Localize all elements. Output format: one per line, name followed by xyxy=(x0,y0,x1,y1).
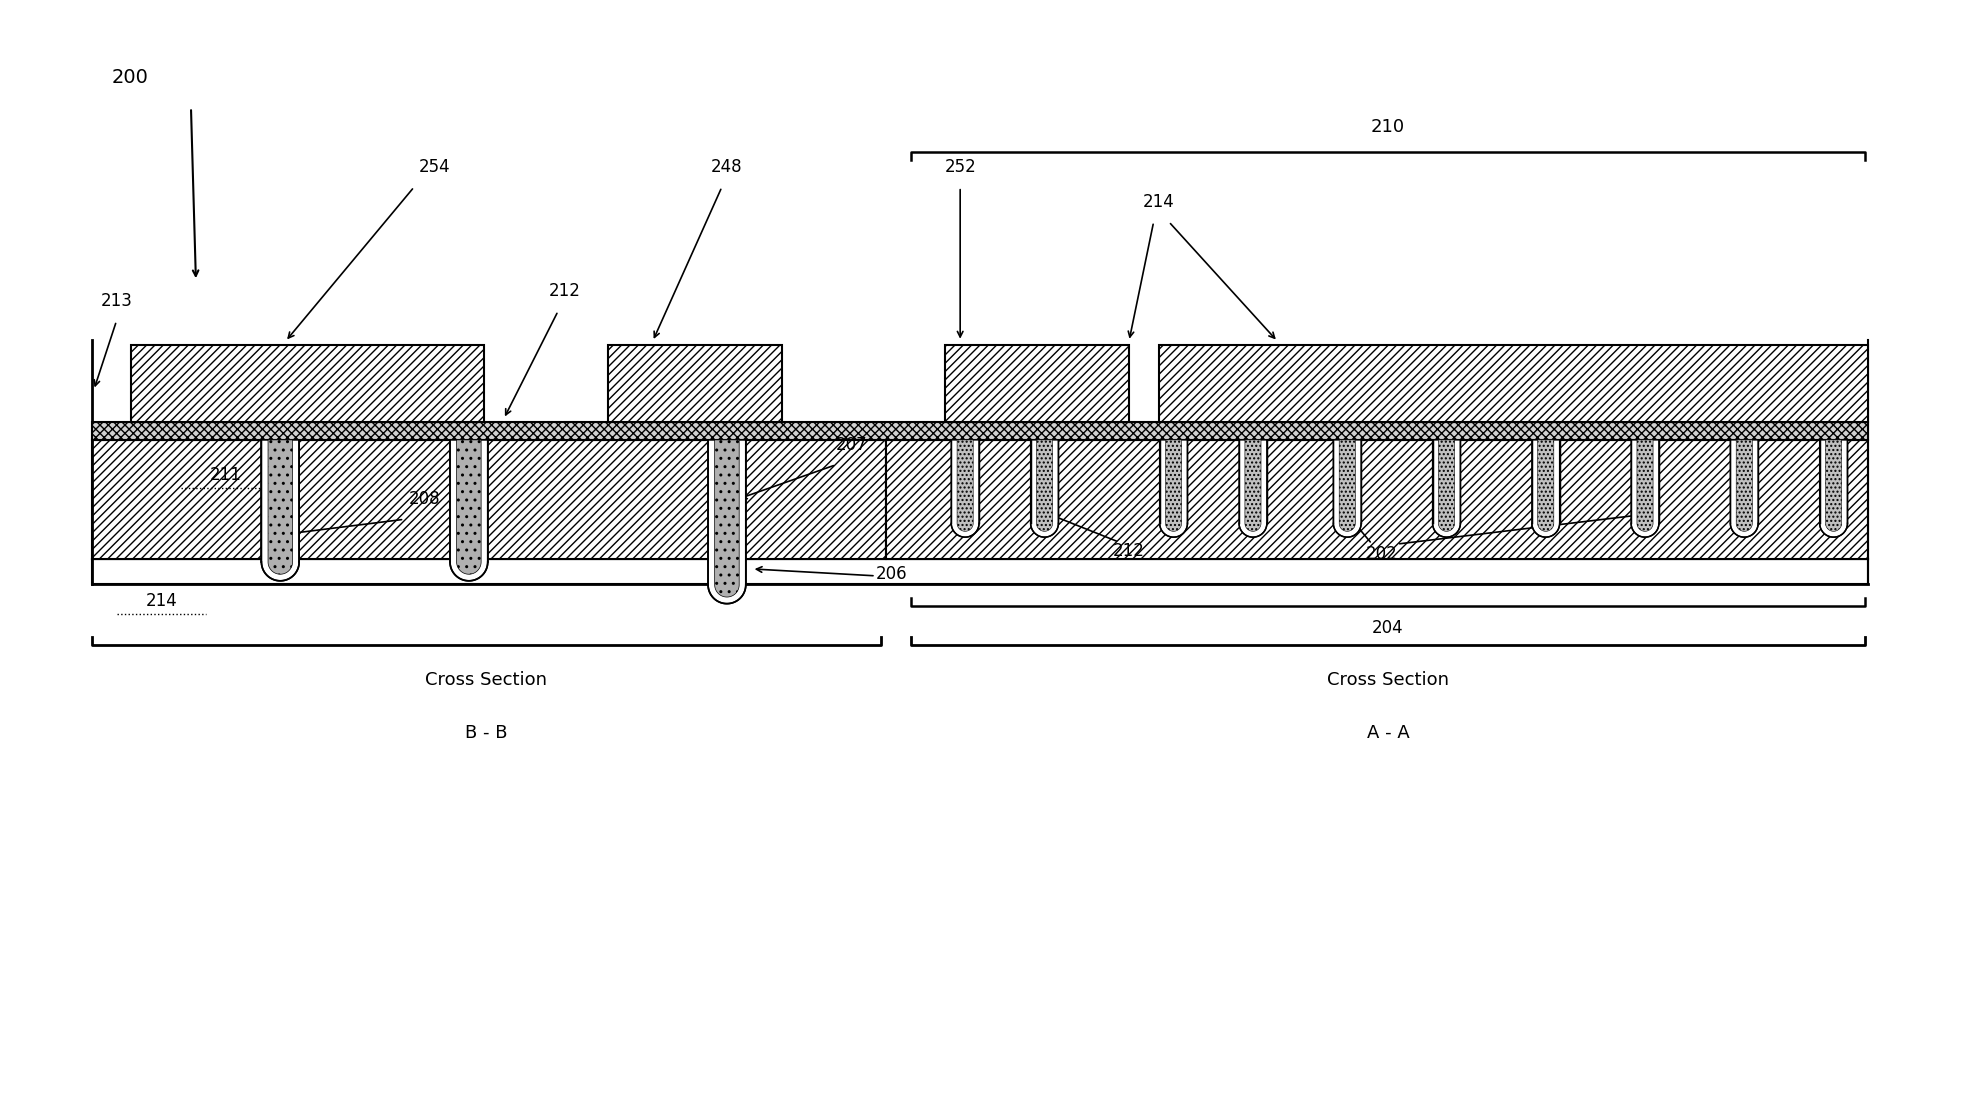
Polygon shape xyxy=(1165,440,1180,531)
Text: 208: 208 xyxy=(409,490,440,508)
Text: 202: 202 xyxy=(1365,545,1396,563)
Text: 213: 213 xyxy=(100,292,132,310)
Bar xyxy=(92,422,1868,440)
Text: 200: 200 xyxy=(112,68,149,87)
Text: 248: 248 xyxy=(711,158,742,176)
Polygon shape xyxy=(1736,440,1752,531)
Text: A - A: A - A xyxy=(1365,724,1408,742)
Polygon shape xyxy=(267,440,293,574)
Polygon shape xyxy=(1730,440,1758,537)
Text: B - B: B - B xyxy=(465,724,507,742)
Polygon shape xyxy=(1035,440,1053,531)
Polygon shape xyxy=(956,440,972,531)
Polygon shape xyxy=(1029,440,1059,537)
Bar xyxy=(945,344,1129,422)
Polygon shape xyxy=(1432,440,1459,537)
Polygon shape xyxy=(1245,440,1261,531)
Text: Cross Section: Cross Section xyxy=(424,671,546,690)
Bar xyxy=(92,440,886,559)
Polygon shape xyxy=(1339,440,1355,531)
Polygon shape xyxy=(450,440,487,580)
Bar xyxy=(607,344,782,422)
Polygon shape xyxy=(1819,440,1846,537)
Text: 206: 206 xyxy=(876,565,907,583)
Polygon shape xyxy=(1159,440,1186,537)
Polygon shape xyxy=(456,440,481,574)
Bar xyxy=(132,344,483,422)
Text: 252: 252 xyxy=(945,158,976,176)
Polygon shape xyxy=(951,440,978,537)
Bar xyxy=(886,440,1868,559)
Text: 210: 210 xyxy=(1371,118,1404,136)
Polygon shape xyxy=(1636,440,1652,531)
Polygon shape xyxy=(1825,440,1840,531)
Text: 254: 254 xyxy=(418,158,450,176)
Text: 212: 212 xyxy=(548,282,579,300)
Polygon shape xyxy=(1438,440,1453,531)
Polygon shape xyxy=(1532,440,1559,537)
Polygon shape xyxy=(1239,440,1267,537)
Text: 212: 212 xyxy=(1112,543,1145,560)
Bar xyxy=(92,559,1868,584)
Polygon shape xyxy=(261,440,299,580)
Polygon shape xyxy=(707,440,746,604)
Polygon shape xyxy=(1334,440,1361,537)
Polygon shape xyxy=(1538,440,1554,531)
Text: 214: 214 xyxy=(1143,193,1174,211)
Text: Cross Section: Cross Section xyxy=(1326,671,1447,690)
Text: 211: 211 xyxy=(210,466,242,483)
Text: 207: 207 xyxy=(835,436,868,453)
Bar xyxy=(1159,344,1868,422)
Text: 204: 204 xyxy=(1371,619,1402,637)
Polygon shape xyxy=(1630,440,1658,537)
Polygon shape xyxy=(715,440,738,597)
Text: 214: 214 xyxy=(145,592,177,609)
